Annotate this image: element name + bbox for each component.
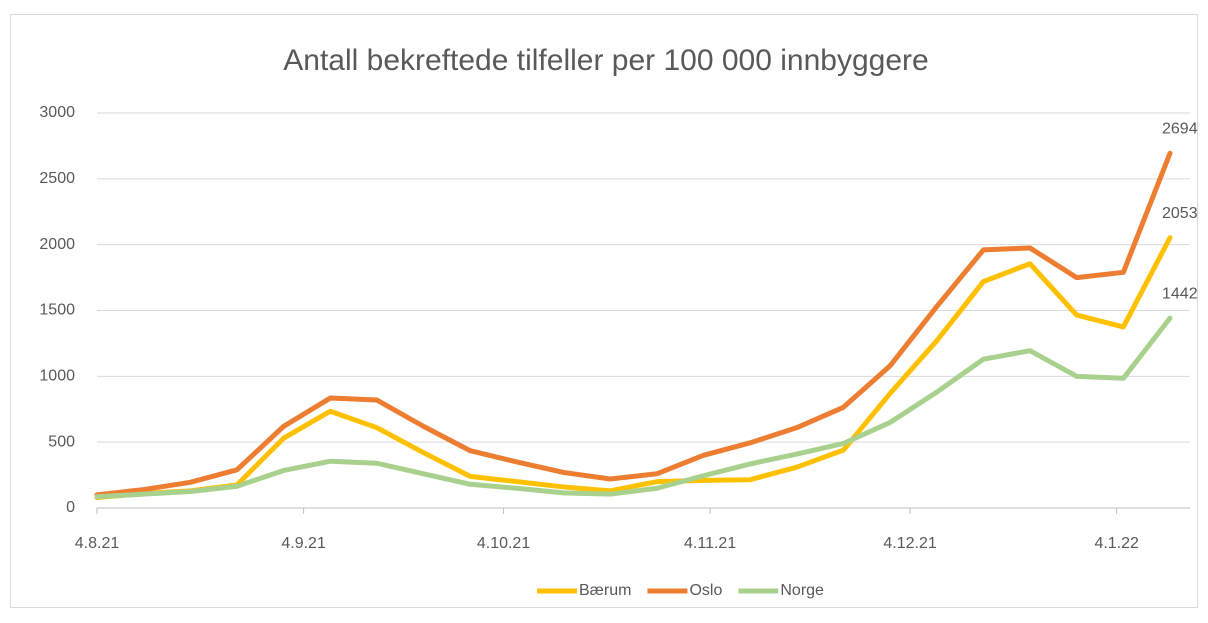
data-label: 2053 <box>1162 205 1198 222</box>
y-tick-label: 0 <box>66 499 75 516</box>
legend-label: Norge <box>780 582 824 599</box>
y-tick-label: 2000 <box>39 236 75 253</box>
series-line <box>94 315 1173 500</box>
x-tick-label: 4.10.21 <box>477 535 530 552</box>
data-label: 1442 <box>1162 285 1198 302</box>
legend-label: Oslo <box>689 582 722 599</box>
y-tick-label: 1000 <box>39 368 75 385</box>
x-tick-label: 4.8.21 <box>75 535 120 552</box>
chart-title: Antall bekreftede tilfeller per 100 000 … <box>283 44 928 77</box>
legend-label: Bærum <box>579 582 631 599</box>
series-line <box>94 235 1173 500</box>
x-tick-label: 4.12.21 <box>883 535 936 552</box>
x-tick-label: 4.9.21 <box>281 535 326 552</box>
x-tick-label: 4.1.22 <box>1094 535 1139 552</box>
x-tick-label: 4.11.21 <box>684 535 736 552</box>
series-line <box>94 150 1173 498</box>
y-tick-label: 500 <box>48 433 75 450</box>
data-label: 2694 <box>1162 121 1198 138</box>
y-tick-label: 2500 <box>39 170 75 187</box>
y-tick-label: 3000 <box>39 104 75 121</box>
y-tick-label: 1500 <box>39 302 75 319</box>
